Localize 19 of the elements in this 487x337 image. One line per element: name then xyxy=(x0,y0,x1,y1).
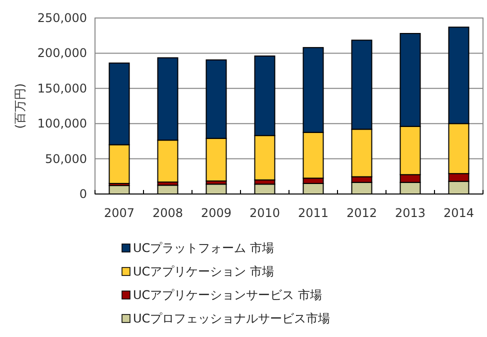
y-tick-label: 200,000 xyxy=(37,46,87,60)
legend-label: UCアプリケーションサービス 市場 xyxy=(133,288,322,302)
x-tick-label: 2012 xyxy=(346,206,378,220)
x-tick-label: 2009 xyxy=(200,206,232,220)
legend-label: UCプラットフォーム 市場 xyxy=(133,241,274,255)
y-tick-label: 150,000 xyxy=(37,81,87,96)
y-tick-label: 0 xyxy=(79,187,87,201)
y-axis-title: (百万円) xyxy=(13,83,27,129)
x-tick-label: 2013 xyxy=(394,206,426,220)
x-tick-label: 2014 xyxy=(443,206,474,220)
y-tick-label: 100,000 xyxy=(37,116,87,131)
y-tick-label: 50,000 xyxy=(45,152,87,166)
x-tick-label: 2010 xyxy=(249,206,280,220)
legend-label: UCアプリケーション 市場 xyxy=(133,264,274,278)
y-tick-label: 250,000 xyxy=(37,11,87,25)
x-tick-label: 2007 xyxy=(104,206,135,220)
x-tick-label: 2011 xyxy=(298,206,329,220)
legend-label: UCプロフェッショナルサービス市場 xyxy=(133,312,330,326)
x-tick-label: 2008 xyxy=(152,206,184,220)
